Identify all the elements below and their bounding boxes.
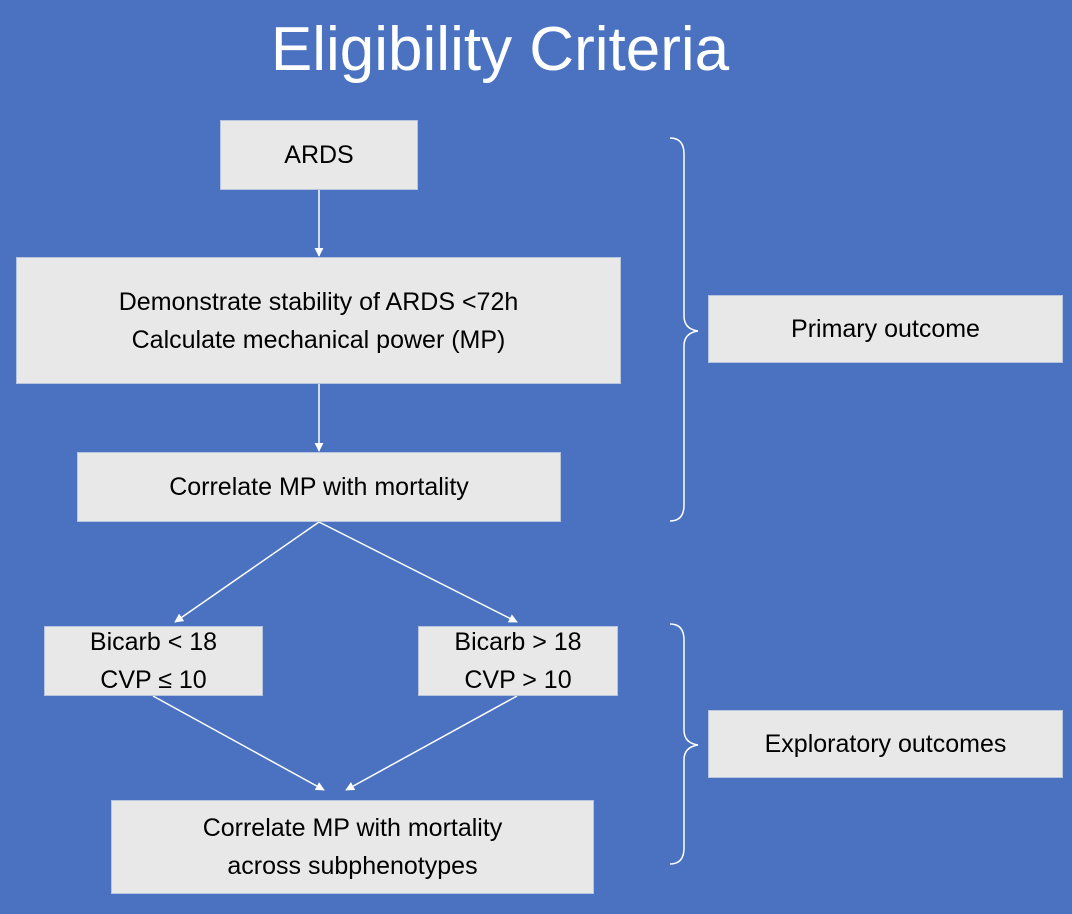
node-correlate: Correlate MP with mortality (77, 452, 561, 522)
exploratory-outcomes-brace (669, 623, 699, 865)
node-group-low-line1: Bicarb < 18 (89, 628, 218, 656)
node-subphenotypes: Correlate MP with mortality across subph… (111, 800, 594, 894)
label-exploratory-outcomes: Exploratory outcomes (708, 710, 1063, 778)
primary-outcome-brace (669, 137, 699, 522)
node-group-low-line2: CVP ≤ 10 (100, 666, 207, 694)
arrow-group-low-to-subphenotypes (152, 695, 325, 791)
node-correlate-text: Correlate MP with mortality (169, 473, 469, 501)
node-stability-line2: Calculate mechanical power (MP) (131, 325, 506, 354)
label-primary-outcome-text: Primary outcome (791, 315, 980, 343)
node-group-high-line1: Bicarb > 18 (454, 628, 582, 656)
node-group-high: Bicarb > 18 CVP > 10 (418, 626, 618, 696)
node-ards: ARDS (220, 120, 418, 190)
arrow-group-high-to-subphenotypes (345, 695, 518, 791)
diagram-title: Eligibility Criteria (270, 15, 730, 84)
node-stability: Demonstrate stability of ARDS <72h Calcu… (16, 257, 621, 384)
node-group-high-line2: CVP > 10 (464, 666, 572, 694)
node-subphenotypes-line2: across subphenotypes (227, 852, 478, 880)
node-subphenotypes-line1: Correlate MP with mortality (202, 814, 503, 842)
node-stability-line1: Demonstrate stability of ARDS <72h (118, 287, 519, 316)
arrow-correlate-to-group-low (174, 521, 320, 623)
arrow-correlate-to-group-high (318, 521, 518, 623)
label-exploratory-outcomes-text: Exploratory outcomes (764, 730, 1007, 758)
node-ards-text: ARDS (284, 141, 354, 169)
label-primary-outcome: Primary outcome (708, 295, 1063, 363)
node-group-low: Bicarb < 18 CVP ≤ 10 (44, 626, 263, 696)
